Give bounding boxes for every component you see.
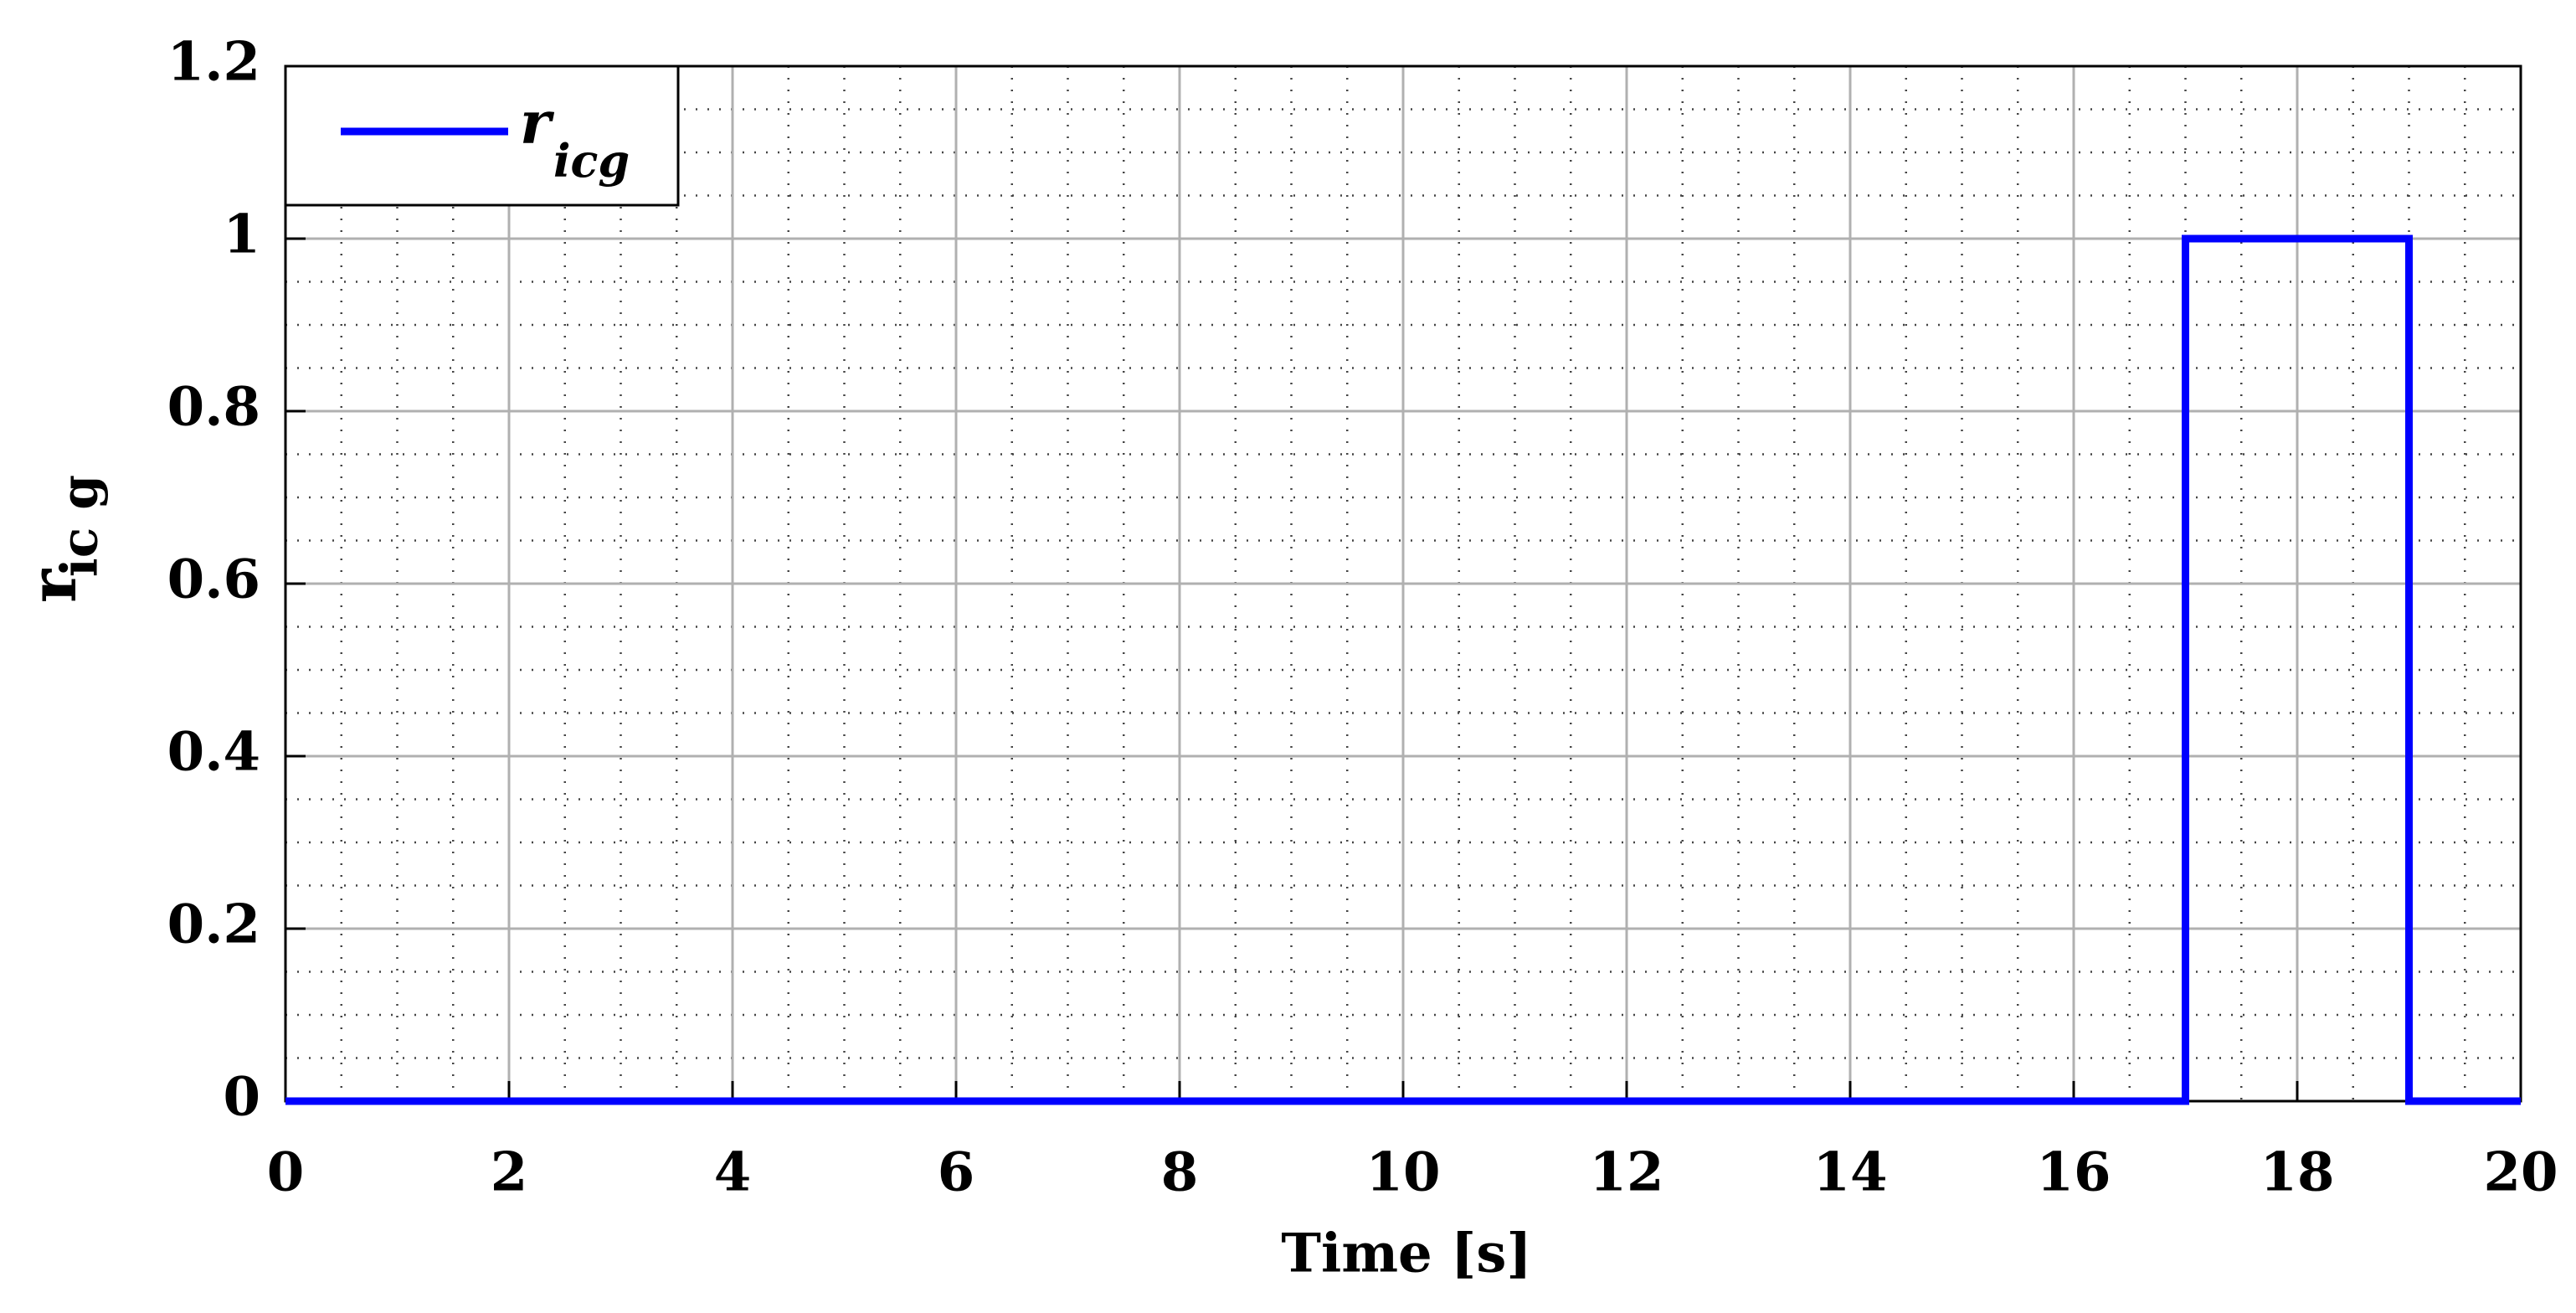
x-tick-label: 16 (2036, 1141, 2111, 1204)
x-tick-label: 20 (2483, 1141, 2558, 1204)
legend-label-subscript: icg (553, 134, 630, 188)
x-tick-label: 12 (1589, 1141, 1663, 1204)
x-tick-label: 2 (491, 1141, 528, 1204)
x-tick-label: 8 (1161, 1141, 1199, 1204)
y-tick-label: 0.2 (167, 893, 260, 956)
y-tick-label: 0.6 (167, 548, 260, 611)
legend-label: r (520, 88, 555, 157)
y-tick-label: 0.8 (167, 376, 260, 439)
x-tick-label: 14 (1812, 1141, 1887, 1204)
x-tick-label: 4 (714, 1141, 752, 1204)
x-tick-label: 6 (938, 1141, 975, 1204)
y-axis-label: r (16, 569, 90, 603)
y-tick-label: 1.2 (167, 31, 260, 94)
x-tick-label: 10 (1365, 1141, 1440, 1204)
y-tick-label: 1 (223, 203, 260, 266)
y-tick-label: 0 (223, 1066, 260, 1129)
y-axis-label-subscript: ic g (51, 475, 110, 577)
x-tick-label: 0 (267, 1141, 305, 1204)
y-tick-label: 0.4 (167, 721, 260, 784)
x-axis-label: Time [s] (1281, 1223, 1531, 1285)
legend-box (284, 64, 680, 207)
x-tick-label: 18 (2260, 1141, 2334, 1204)
line-series (285, 234, 2521, 1105)
y-axis-label-group: r ic g (16, 475, 110, 603)
